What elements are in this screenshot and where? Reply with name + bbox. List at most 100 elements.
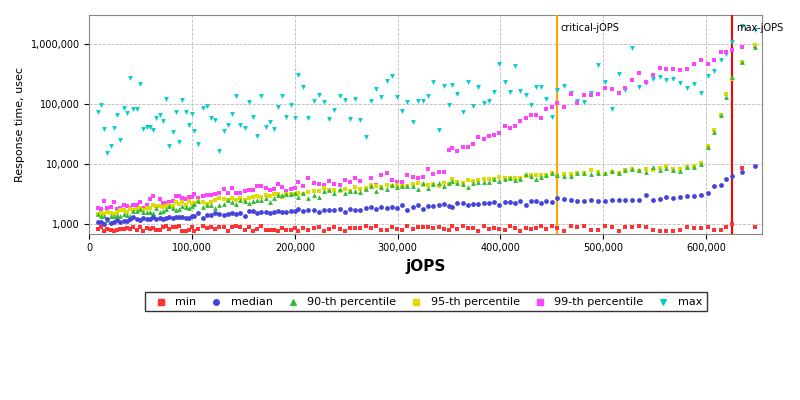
Point [230,211,242,217]
Point [530,225,542,232]
Point [110,209,123,215]
Point [451,179,464,186]
Point [472,200,485,207]
Point [591,197,604,204]
Point [406,204,419,210]
Point [359,204,372,211]
Point [334,206,346,212]
Point [150,114,162,121]
Point [550,172,563,178]
Point [163,203,176,209]
Point [493,202,506,208]
Point [110,217,123,223]
Point [284,102,297,108]
Point [179,202,192,208]
Point [263,119,276,125]
Point [94,213,107,219]
Point [259,192,272,198]
Point [272,191,285,197]
Point [725,172,738,179]
Point [222,228,234,234]
Point [291,206,304,212]
Point [477,136,490,142]
Point [166,129,179,135]
Point [318,188,330,195]
Point [708,127,721,134]
Point [121,208,134,215]
Point [146,210,159,216]
Point [222,190,234,196]
Point [535,200,548,206]
Point [375,227,388,234]
Point [422,166,434,172]
Point [701,144,714,150]
Point [427,171,440,177]
Point [626,77,638,84]
Point [328,206,341,213]
Point [432,183,445,189]
Point [307,180,320,186]
Point [493,226,506,232]
Point [701,61,714,67]
Point [334,186,346,192]
Point [153,203,166,210]
Point [242,98,255,105]
Point [98,126,110,132]
Point [137,208,150,215]
Point [375,184,388,190]
Point [121,211,134,218]
Point [272,208,285,214]
Point [259,195,272,202]
Point [267,126,280,132]
Point [234,194,246,201]
Point [313,181,326,187]
Point [114,207,127,214]
Point [307,98,320,104]
Point [375,204,388,210]
Point [509,174,522,181]
Point [365,182,378,189]
Point [166,215,179,222]
Point [328,190,341,196]
Point [482,176,495,182]
Point [585,227,598,234]
Point [503,125,516,131]
Point [118,226,130,232]
Point [720,50,733,57]
Point [498,174,511,181]
Point [176,199,189,205]
Point [654,167,666,174]
Point [715,48,728,55]
Point [488,132,501,138]
Point [477,178,490,185]
Point [585,197,598,204]
Point [137,215,150,222]
Point [140,216,153,223]
Point [297,191,310,198]
Point [674,67,686,74]
Point [179,196,192,202]
Point [466,200,479,207]
Point [134,223,146,230]
Point [446,204,458,210]
X-axis label: jOPS: jOPS [406,259,446,274]
Point [118,207,130,214]
Point [217,224,230,230]
Point [91,109,104,115]
Point [323,177,336,184]
Point [143,226,156,232]
Point [442,147,455,154]
Point [524,172,537,179]
Point [681,84,694,91]
Point [720,94,733,100]
Point [230,197,242,203]
Y-axis label: Response time, usec: Response time, usec [15,67,25,182]
Point [124,226,137,232]
Point [681,164,694,170]
Point [639,80,652,86]
Point [263,187,276,193]
Point [674,194,686,200]
Point [263,210,276,216]
Point [170,199,182,205]
Point [359,185,372,191]
